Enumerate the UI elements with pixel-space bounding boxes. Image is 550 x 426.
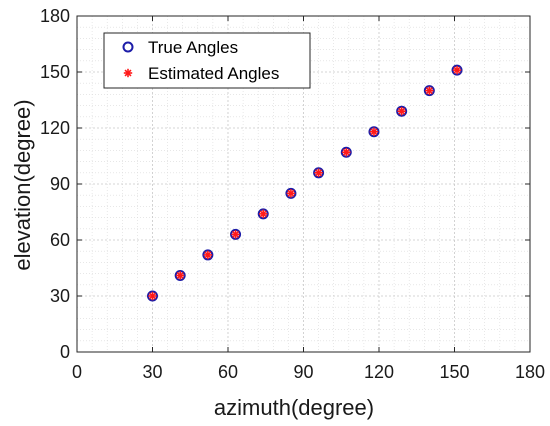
true-angle-point (174, 269, 186, 281)
y-axis-label: elevation(degree) (10, 99, 35, 270)
true-angle-point (423, 85, 435, 97)
estimated-angle-point (397, 107, 406, 116)
estimated-angle-point (314, 168, 323, 177)
y-tick-label: 0 (60, 342, 70, 362)
true-angle-point (340, 146, 352, 158)
estimated-angle-point (259, 209, 268, 219)
true-angle-point (230, 228, 242, 240)
estimated-angle-point (203, 250, 213, 260)
true-angle-point (368, 126, 380, 138)
x-tick-label: 120 (364, 362, 394, 382)
y-tick-label: 150 (40, 62, 70, 82)
estimated-angle-point (148, 291, 157, 301)
y-tick-label: 30 (50, 286, 70, 306)
estimated-angle-point (175, 271, 185, 280)
x-tick-label: 90 (293, 362, 313, 382)
y-tick-label: 60 (50, 230, 70, 250)
x-tick-label: 30 (142, 362, 162, 382)
true-angle-point (285, 187, 297, 199)
x-tick-label: 0 (72, 362, 82, 382)
x-axis-label: azimuth(degree) (214, 395, 374, 420)
true-angle-point (147, 290, 158, 302)
true-angle-point (202, 249, 214, 261)
x-tick-label: 60 (218, 362, 238, 382)
legend-true-label: True Angles (148, 38, 238, 57)
x-tick-labels: 0 30 60 90 120 150 180 (72, 362, 545, 382)
x-tick-label: 180 (515, 362, 545, 382)
estimated-angle-point (342, 148, 351, 157)
legend-asterisk (123, 68, 133, 78)
y-tick-label: 180 (40, 6, 70, 26)
data-points (147, 64, 463, 302)
y-tick-label: 120 (40, 118, 70, 138)
estimated-angle-point (369, 127, 379, 136)
axis-ticks (76, 15, 531, 353)
true-angle-point (396, 105, 408, 117)
estimated-angle-point (286, 189, 296, 198)
y-tick-label: 90 (50, 174, 70, 194)
legend-true-marker (122, 41, 134, 53)
legend: True Angles Estimated Angles (103, 32, 311, 89)
estimated-angle-point (452, 65, 462, 75)
estimated-angle-point (425, 86, 434, 95)
estimated-angle-point (231, 230, 240, 239)
true-angle-point (313, 167, 325, 179)
y-tick-labels: 0 30 60 90 120 150 180 (40, 6, 70, 362)
legend-estimated-marker (123, 68, 133, 78)
legend-box (103, 32, 311, 89)
true-angle-point (451, 64, 463, 76)
legend-estimated-label: Estimated Angles (148, 64, 279, 83)
true-angle-point (257, 208, 269, 220)
x-tick-label: 150 (439, 362, 469, 382)
